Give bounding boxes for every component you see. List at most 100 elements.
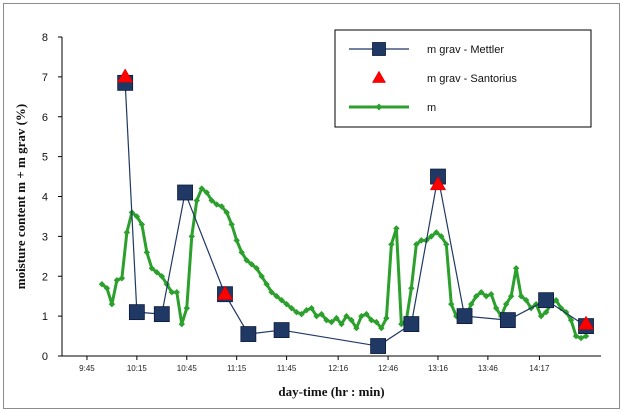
data-point: [158, 273, 166, 280]
data-point: [398, 320, 405, 328]
data-point: [243, 257, 250, 264]
x-axis-ticks: 9:45 10:15 10:45 11:15 11:45 12:16 12:46 13:16 1…: [79, 356, 550, 373]
data-point: [328, 318, 335, 326]
data-point: [213, 201, 220, 208]
data-point: [183, 304, 190, 312]
data-point: [173, 289, 180, 296]
data-point: [216, 285, 234, 300]
data-point: [567, 316, 575, 324]
legend-label: m grav - Mettler: [427, 44, 504, 56]
data-point: [273, 322, 290, 338]
chart-figure: 0 1 2 3 4 5 6 7 8 9:45 10:15 10:45 11:15 11:45 12:16 1…: [3, 3, 620, 409]
data-point: [153, 269, 161, 276]
data-point: [273, 292, 280, 300]
y-tick-label: 1: [42, 311, 48, 323]
x-tick-label: 13:46: [478, 364, 499, 373]
data-point: [308, 304, 315, 312]
data-point: [128, 304, 145, 321]
data-point: [218, 203, 225, 210]
series-1: [117, 68, 595, 330]
data-point: [338, 320, 345, 328]
data-point: [223, 209, 230, 216]
legend-item: m grav - Mettler: [349, 42, 504, 56]
data-point: [117, 68, 134, 83]
data-point: [108, 300, 116, 308]
x-tick-label: 10:45: [177, 364, 198, 373]
data-point: [103, 285, 111, 292]
data-point: [240, 326, 257, 342]
data-point: [203, 189, 210, 196]
moisture-chart: 0 1 2 3 4 5 6 7 8 9:45 10:15 10:45 11:15 11:45 12:16 1…: [13, 29, 601, 399]
data-point: [557, 304, 565, 312]
data-point: [429, 176, 447, 191]
data-point: [383, 314, 390, 322]
y-tick-label: 3: [42, 231, 48, 243]
data-point: [577, 315, 595, 330]
data-point: [113, 277, 121, 284]
x-tick-label: 12:46: [378, 364, 399, 373]
data-point: [348, 316, 355, 324]
data-point: [248, 261, 255, 268]
legend-items: m grav - Mettler m grav - Santorius m: [349, 42, 517, 114]
data-point: [582, 332, 590, 340]
data-point: [468, 300, 475, 308]
data-point: [168, 289, 175, 296]
data-point: [283, 300, 290, 308]
x-tick-label: 14:17: [529, 364, 550, 373]
y-tick-label: 2: [42, 271, 48, 283]
legend-swatch-marker: [371, 70, 387, 83]
legend-swatch-marker: [372, 42, 386, 56]
data-point: [198, 185, 205, 192]
series-layer: [98, 68, 595, 354]
legend-item: m grav - Santorius: [371, 70, 517, 85]
data-point: [483, 292, 490, 300]
x-tick-label: 12:16: [328, 364, 349, 373]
data-point: [228, 221, 235, 228]
data-point: [358, 312, 365, 320]
data-point: [363, 310, 370, 318]
x-tick-label: 13:16: [428, 364, 449, 373]
data-point: [478, 289, 485, 296]
data-point: [118, 275, 126, 282]
data-point: [318, 310, 325, 318]
data-point: [123, 229, 131, 236]
data-point: [303, 306, 310, 314]
data-point: [572, 332, 580, 340]
x-axis-title: day-time (hr : min): [278, 384, 384, 399]
data-point: [537, 312, 545, 320]
data-point: [370, 338, 387, 354]
y-axis-title: moisture content m + m grav (%): [13, 104, 28, 290]
data-point: [323, 316, 330, 324]
data-point: [552, 296, 560, 304]
data-point: [512, 265, 520, 272]
data-point: [143, 249, 151, 256]
data-point: [193, 197, 200, 204]
data-point: [413, 241, 420, 248]
y-tick-label: 0: [42, 351, 48, 363]
data-point: [502, 300, 510, 308]
data-point: [443, 241, 450, 248]
legend-item: m: [349, 102, 436, 114]
y-tick-label: 4: [42, 192, 48, 204]
data-point: [208, 197, 215, 204]
legend-swatch-marker: [375, 103, 383, 111]
x-tick-label: 9:45: [79, 364, 95, 373]
data-point: [188, 233, 195, 240]
data-point: [403, 316, 420, 333]
legend-label: m grav - Santorius: [427, 73, 517, 85]
y-tick-label: 6: [42, 112, 48, 124]
data-point: [148, 265, 156, 272]
data-point: [492, 304, 500, 312]
data-point: [368, 316, 375, 324]
data-point: [298, 310, 305, 318]
y-tick-label: 5: [42, 152, 48, 164]
data-point: [522, 296, 530, 304]
data-point: [178, 320, 185, 328]
legend-label: m: [427, 102, 436, 114]
legend: m grav - Mettler m grav - Santorius m: [334, 29, 592, 128]
data-point: [373, 318, 380, 326]
data-point: [98, 281, 106, 288]
y-tick-label: 7: [42, 72, 48, 84]
data-point: [433, 229, 440, 236]
data-point: [253, 265, 260, 272]
